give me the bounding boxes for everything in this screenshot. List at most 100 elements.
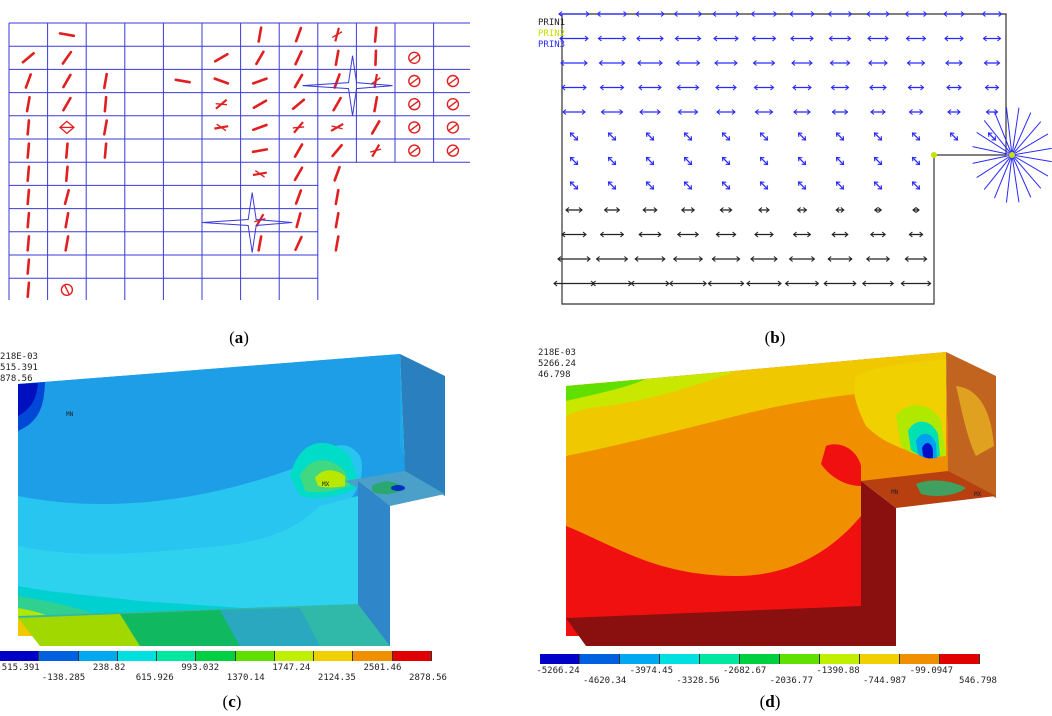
crack-stroke [252, 77, 268, 85]
arrow-head-left [906, 60, 911, 66]
panel-d-contour-plot: MN MX 218E-03 5266.24 46.798 -5266.24 -46… [536, 346, 1052, 686]
arrow-shaft [950, 132, 958, 141]
crack-mark [252, 169, 267, 178]
arrow-head-right [885, 11, 890, 17]
arrow-head-right [661, 256, 666, 262]
crack-mark [213, 52, 229, 63]
crack-stroke [334, 235, 340, 252]
crack-mark [214, 123, 229, 132]
colorbar-tick-label: -5266.24 [536, 666, 580, 676]
arrow-head-right [736, 256, 741, 262]
arrow-head-right [889, 280, 895, 287]
stress-arrow [713, 35, 739, 42]
stress-arrow [635, 11, 665, 17]
stress-arrow [715, 231, 737, 238]
arrow-head-left [713, 35, 718, 42]
arrow-head-right [852, 280, 857, 287]
crack-mark [26, 188, 31, 206]
arrow-head-left [714, 60, 719, 66]
stress-arrow [869, 231, 887, 238]
crack-ring [408, 74, 421, 88]
fan-line [1011, 154, 1049, 177]
arrow-head-right [877, 136, 883, 141]
arrow-head-left [904, 11, 909, 17]
arrow-head-left [835, 207, 840, 213]
arrow-head-right [687, 185, 693, 190]
crack-stroke [409, 123, 419, 131]
arrow-head-right [996, 60, 1001, 66]
stress-arrow [752, 60, 776, 66]
stress-arrow [721, 156, 731, 166]
arrow-head-right [658, 60, 663, 66]
arrow-head-right [620, 231, 625, 238]
crack-mark [64, 142, 69, 159]
arrow-head-right [815, 280, 820, 287]
arrow-head-right [763, 185, 769, 190]
arrow-head-left [869, 231, 875, 238]
crack-stroke [62, 73, 72, 89]
crack-stroke [294, 235, 303, 252]
arrow-head-right [809, 35, 814, 42]
arrow-shaft [912, 132, 920, 141]
arrow-head-left [949, 132, 955, 137]
stress-arrow [645, 156, 655, 166]
crack-stroke [103, 142, 108, 159]
arrow-head-right [611, 160, 617, 166]
crack-mark [26, 258, 31, 275]
stress-arrow [759, 132, 769, 141]
arrow-head-right [696, 60, 701, 66]
crack-ring [408, 144, 421, 157]
stress-arrow [680, 207, 696, 213]
colorbar-swatch [660, 654, 700, 664]
stress-arrow [797, 156, 807, 166]
stress-arrow [683, 132, 693, 141]
colorbar-swatch [314, 651, 354, 661]
panel-c-header: 218E-03 515.391 878.56 [0, 352, 38, 385]
stress-arrow [835, 181, 845, 190]
crack-stroke [448, 77, 458, 85]
arrow-head-right [959, 35, 964, 42]
arrow-head-left [721, 156, 727, 162]
arrow-head-right [687, 136, 693, 141]
crack-stroke [64, 285, 70, 295]
stress-arrow [868, 60, 888, 66]
crack-mark [252, 77, 268, 85]
arrow-head-right [772, 35, 777, 42]
crack-mark [295, 212, 302, 229]
stress-arrow [790, 35, 814, 42]
arrow-head-left [911, 181, 917, 186]
arrow-head-right [846, 60, 851, 66]
legend-prin3: PRIN3 [538, 40, 566, 50]
arrow-head-right [763, 136, 769, 141]
panel-c-contour-plot: MN MX 218E-03 515.391 878.56 -515.391 -13… [0, 346, 447, 686]
arrow-head-right [991, 136, 997, 141]
crack-stroke [448, 123, 458, 131]
crack-stroke [64, 212, 70, 229]
stress-arrow [634, 256, 666, 262]
stress-arrow [714, 60, 738, 66]
crack-stroke [409, 77, 419, 85]
crack-stroke [409, 147, 419, 155]
crack-stroke [62, 96, 72, 112]
colorbar-swatch [940, 654, 980, 664]
panel-c-header-line-1: 218E-03 [0, 352, 38, 362]
arrow-shaft [836, 181, 844, 190]
arrow-head-right [877, 207, 883, 213]
arrow-head-right [801, 185, 807, 190]
crack-mark [291, 98, 306, 110]
arrow-head-left [683, 181, 689, 186]
arrow-head-right [665, 280, 670, 287]
crack-mark [58, 32, 76, 38]
stress-arrow [797, 181, 807, 190]
stress-arrow [754, 231, 774, 238]
arrow-shaft [798, 132, 806, 141]
arrow-head-right [885, 256, 891, 262]
stress-arrow [559, 35, 589, 42]
arrow-shaft [570, 132, 578, 141]
panel-d-mx-label: MX [974, 491, 982, 498]
arrow-head-left [908, 109, 913, 115]
arrow-shaft [722, 157, 730, 165]
arrow-head-left [750, 256, 755, 262]
arrow-head-right [619, 109, 624, 115]
arrow-head-right [995, 84, 1000, 91]
